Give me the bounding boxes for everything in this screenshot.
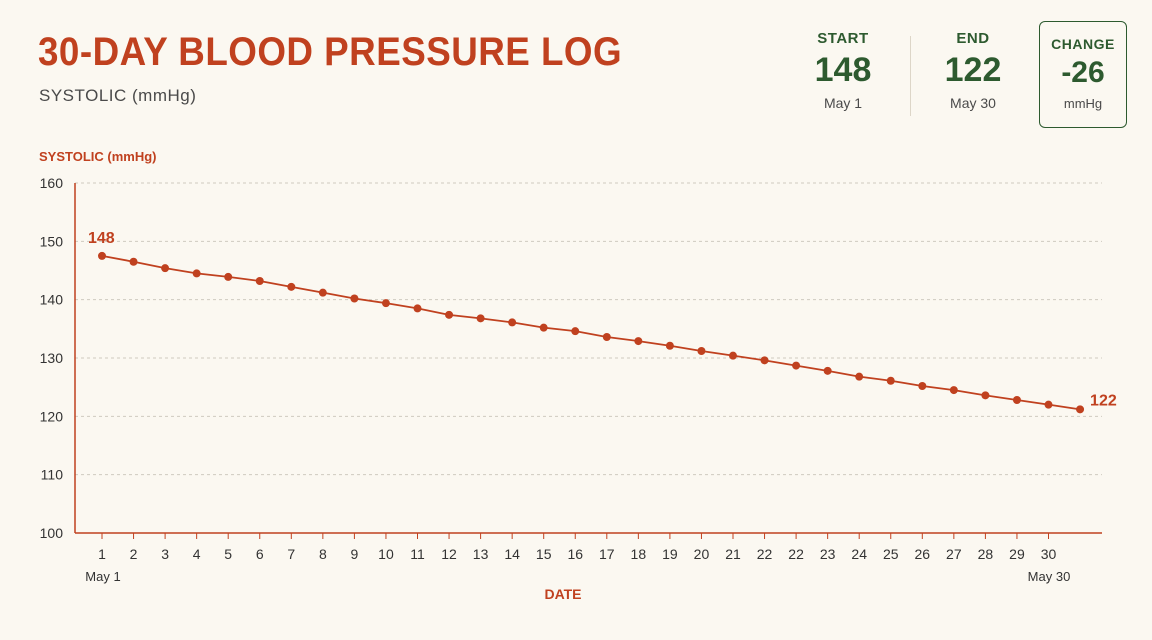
- data-point: [602, 333, 611, 341]
- data-point: [1076, 405, 1085, 414]
- y-axis-title: SYSTOLIC (mmHg): [39, 149, 157, 164]
- end-stat-value: 122: [944, 51, 1002, 89]
- x-tick-label: 28: [978, 546, 994, 562]
- data-point: [665, 341, 674, 350]
- data-point: [318, 288, 327, 297]
- change-stat-label: CHANGE: [1051, 36, 1115, 52]
- data-point: [918, 382, 927, 390]
- x-tick-label: 25: [883, 546, 899, 562]
- stat-divider: [910, 36, 911, 116]
- x-tick-label: 14: [504, 546, 520, 562]
- y-tick-label: 100: [40, 525, 64, 541]
- data-point: [98, 251, 106, 260]
- start-stat: START 148 May 1: [788, 30, 898, 111]
- start-stat-value: 148: [814, 51, 872, 89]
- data-point: [571, 327, 580, 336]
- x-tick-label: 17: [599, 546, 615, 562]
- x-tick-label: 4: [193, 546, 201, 562]
- x-tick-label: 12: [441, 546, 457, 562]
- data-point: [949, 386, 958, 395]
- data-point: [413, 304, 422, 313]
- chart-axes: [74, 183, 1102, 534]
- series-line: [101, 255, 1081, 411]
- data-point: [381, 299, 390, 308]
- x-tick-label: 26: [915, 546, 931, 562]
- x-tick-label: 16: [567, 546, 583, 562]
- x-tick-label: 18: [631, 546, 647, 562]
- data-point: [129, 257, 138, 266]
- data-point: [1012, 396, 1021, 404]
- data-point: [255, 277, 264, 285]
- data-point: [855, 372, 864, 381]
- data-point: [823, 366, 832, 375]
- data-point: [886, 376, 895, 385]
- change-stat-value: -26: [1061, 56, 1105, 89]
- y-tick-label: 110: [41, 467, 64, 483]
- change-stat-unit: mmHg: [1063, 96, 1103, 111]
- change-stat-card: CHANGE -26 mmHg: [1039, 21, 1127, 128]
- systolic-series: 148 122: [88, 230, 1117, 414]
- x-tick-label: 22: [788, 546, 804, 562]
- x-tick-label: 6: [256, 546, 264, 562]
- y-tick-label: 160: [40, 175, 64, 191]
- data-label: 148: [88, 230, 115, 247]
- data-point: [287, 282, 296, 291]
- x-tick-label: 30: [1041, 546, 1057, 562]
- data-point: [697, 347, 706, 355]
- data-label: 122: [1090, 392, 1117, 409]
- x-tick-label: 24: [851, 546, 867, 562]
- data-point: [508, 318, 517, 327]
- data-point: [350, 294, 359, 303]
- x-tick-label: 29: [1009, 546, 1025, 562]
- data-point: [729, 351, 737, 360]
- x-tick-label: 22: [757, 546, 773, 562]
- y-tick-label: 140: [40, 292, 64, 308]
- page-title: 30-DAY BLOOD PRESSURE LOG: [38, 30, 623, 74]
- data-point: [1044, 400, 1053, 409]
- x-axis-ticks: 1 2 3 4 5 6 7 8 9 10 11 12 13 14 15 16 17 18 19 20 21 22 22 23 2…: [98, 533, 1056, 562]
- end-stat-label: END: [956, 30, 990, 47]
- data-point: [161, 264, 170, 273]
- x-tick-label: 7: [287, 546, 295, 562]
- chart-grid: [75, 182, 1102, 476]
- x-tick-label: 11: [410, 546, 425, 562]
- end-stat-date: May 30: [950, 95, 996, 111]
- x-tick-label: 1: [98, 546, 106, 562]
- y-axis-ticks: 100 110 120 130 140 150 160: [40, 175, 64, 541]
- x-tick-label: 27: [946, 546, 962, 562]
- x-tick-label: 13: [473, 546, 489, 562]
- data-point: [981, 391, 990, 400]
- end-stat: END 122 May 30: [918, 30, 1028, 111]
- x-tick-label: 3: [161, 546, 169, 562]
- y-tick-label: 130: [40, 350, 64, 366]
- data-point: [224, 272, 233, 281]
- data-point: [634, 337, 643, 346]
- x-tick-label: 10: [378, 546, 394, 562]
- x-tick-label: 15: [536, 546, 552, 562]
- x-tick-label: 19: [662, 546, 678, 562]
- x-range-start-label: May 1: [85, 569, 120, 584]
- data-point: [539, 323, 548, 332]
- x-tick-label: 9: [351, 546, 359, 562]
- data-point: [760, 356, 769, 365]
- start-stat-date: May 1: [823, 95, 863, 111]
- y-tick-label: 120: [40, 408, 64, 424]
- x-tick-label: 8: [319, 546, 327, 562]
- y-tick-label: 150: [40, 233, 64, 249]
- x-tick-label: 5: [224, 546, 232, 562]
- data-point: [476, 314, 485, 323]
- x-tick-label: 2: [130, 546, 138, 562]
- x-tick-label: 21: [725, 546, 741, 562]
- x-axis-title: DATE: [544, 586, 581, 602]
- data-point: [792, 361, 801, 370]
- page-subtitle: SYSTOLIC (mmHg): [39, 86, 197, 105]
- start-stat-label: START: [817, 30, 869, 47]
- x-tick-label: 23: [820, 546, 836, 562]
- x-tick-label: 20: [694, 546, 710, 562]
- data-point: [192, 269, 201, 278]
- x-range-end-label: May 30: [1028, 569, 1071, 584]
- data-point: [445, 310, 454, 319]
